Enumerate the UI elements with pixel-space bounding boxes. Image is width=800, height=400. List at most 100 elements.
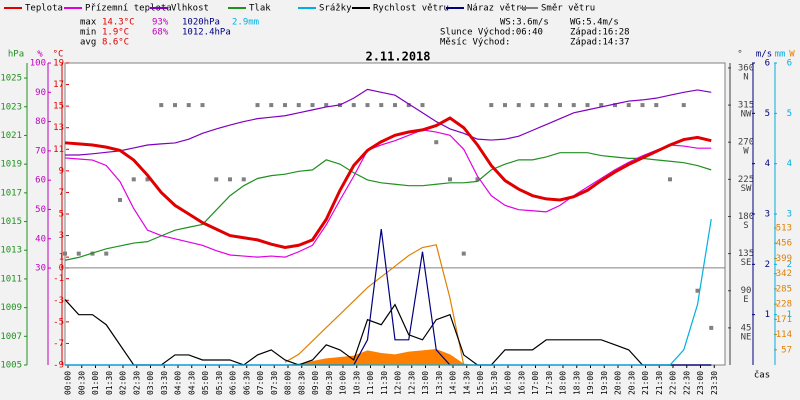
y-tick-label: 19 — [53, 59, 64, 69]
direction-dot — [461, 251, 466, 256]
y-tick-label: -5 — [53, 317, 64, 327]
x-tick-label: 07:30 — [270, 371, 279, 395]
x-tick-label: 09:30 — [325, 371, 334, 395]
direction-label: N — [743, 72, 748, 82]
direction-dot — [379, 103, 384, 108]
y-tick-label: 342 — [776, 269, 792, 279]
direction-dot — [118, 197, 122, 202]
x-tick-label: 08:00 — [284, 371, 293, 395]
x-tick-label: 18:30 — [572, 371, 581, 395]
x-tick-label: 09:00 — [311, 371, 320, 395]
direction-dot — [228, 177, 232, 182]
y-tick-label: 70 — [35, 146, 46, 156]
y-tick-label: 5 — [765, 109, 770, 119]
legend-label: Směr větru — [541, 4, 595, 14]
y-tick-label: 1005 — [0, 361, 22, 371]
legend-label: Rychlost větru — [373, 4, 449, 14]
x-tick-label: 05:30 — [215, 371, 224, 395]
y-tick-label: 9 — [59, 166, 64, 176]
x-tick-label: 19:30 — [600, 371, 609, 395]
y-tick-label: -1 — [53, 274, 64, 284]
direction-dot — [214, 177, 219, 182]
x-tick-label: 17:30 — [545, 371, 554, 395]
x-tick-label: 13:00 — [421, 371, 430, 395]
series-line — [64, 129, 712, 258]
info: Slunce Východ:06:40 — [440, 28, 543, 38]
y-tick-label: 50 — [35, 205, 46, 215]
y-tick-label: 90 — [741, 286, 752, 296]
plot-area — [64, 62, 726, 366]
y-tick-label: 2 — [765, 260, 770, 270]
x-tick-label: 03:30 — [160, 371, 169, 395]
legend-label: Vlhkost — [171, 4, 209, 14]
y-tick-label: 3 — [765, 210, 770, 220]
direction-dot — [310, 103, 315, 108]
y-tick-label: -7 — [53, 339, 64, 349]
x-tick-label: 19:00 — [586, 371, 595, 395]
x-tick-label: 15:30 — [490, 371, 499, 395]
y-tick-label: 399 — [776, 254, 792, 264]
x-tick-label: 17:00 — [531, 371, 540, 395]
direction-dot — [709, 325, 714, 330]
direction-label: S — [743, 221, 748, 231]
legend-label: Srážky — [319, 4, 352, 14]
y-tick-label: 315 — [738, 101, 754, 111]
y-tick-label: 17 — [53, 80, 64, 90]
stat: 1.9°C — [102, 28, 129, 38]
x-tick-label: 20:30 — [627, 371, 636, 395]
direction-dot — [489, 103, 494, 108]
direction-dot — [654, 103, 659, 108]
x-tick-label: 12:30 — [407, 371, 416, 395]
stat: max — [80, 18, 97, 28]
axis-label: hPa — [8, 50, 24, 60]
y-tick-label: 5 — [59, 210, 64, 220]
y-tick-label: -9 — [53, 361, 64, 371]
y-tick-label: 114 — [776, 330, 792, 340]
direction-dot — [241, 177, 246, 182]
x-tick-label: 16:30 — [517, 371, 526, 395]
x-axis-label: čas — [754, 370, 770, 381]
legend-label: Teplota — [25, 4, 63, 14]
legend-label: Přízemní teplota — [85, 4, 172, 14]
direction-dot — [503, 103, 507, 108]
y-tick-label: 90 — [35, 88, 46, 98]
x-tick-label: 02:30 — [132, 371, 141, 395]
x-tick-label: 01:00 — [91, 371, 100, 395]
y-tick-label: 7 — [59, 188, 64, 198]
stat: 14.3°C — [102, 18, 135, 28]
y-tick-label: 13 — [53, 123, 64, 133]
series-line — [64, 116, 712, 249]
direction-dot — [475, 177, 480, 182]
x-tick-label: 22:30 — [682, 371, 691, 395]
x-tick-label: 04:00 — [174, 371, 183, 395]
direction-dot — [269, 103, 274, 108]
direction-dot — [173, 103, 177, 108]
x-tick-label: 21:00 — [641, 371, 650, 395]
direction-dot — [104, 251, 109, 256]
info: WG:5.4m/s — [570, 18, 619, 28]
series-line — [64, 299, 712, 366]
y-tick-label: 1009 — [0, 303, 22, 313]
y-tick-label: 225 — [738, 175, 754, 185]
x-tick-label: 23:30 — [710, 371, 719, 395]
direction-dot — [640, 103, 645, 108]
axis-label: ° — [737, 50, 742, 60]
y-tick-label: 30 — [35, 264, 46, 274]
y-tick-label: 6 — [765, 59, 770, 69]
x-tick-label: 06:00 — [229, 371, 238, 395]
direction-dot — [599, 103, 604, 108]
direction-dot — [516, 103, 521, 108]
x-tick-label: 06:30 — [242, 371, 251, 395]
direction-dot — [296, 103, 301, 108]
stat: min — [80, 28, 96, 38]
y-tick-label: 1 — [787, 310, 792, 320]
direction-dot — [406, 103, 411, 108]
stat: 2.9mm — [232, 18, 259, 28]
x-tick-label: 21:30 — [655, 371, 664, 395]
y-tick-label: 1023 — [0, 102, 22, 112]
direction-dot — [558, 103, 562, 108]
axis-label: °C — [53, 50, 64, 60]
area — [65, 348, 712, 365]
legend-label: Tlak — [249, 4, 271, 14]
direction-dot — [613, 103, 617, 108]
